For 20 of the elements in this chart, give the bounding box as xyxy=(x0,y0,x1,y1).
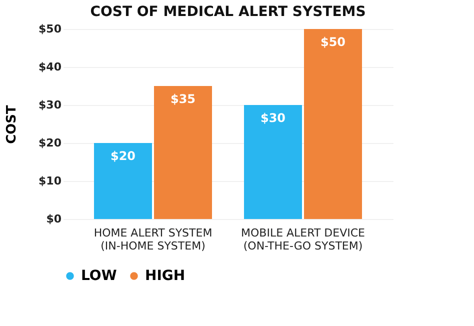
legend-label: HIGH xyxy=(145,268,186,284)
legend-label: LOW xyxy=(81,268,117,284)
chart-title: COST OF MEDICAL ALERT SYSTEMS xyxy=(90,4,366,20)
data-label: $30 xyxy=(260,111,286,125)
bar xyxy=(304,29,362,219)
bar xyxy=(94,143,152,219)
data-label: $35 xyxy=(170,92,196,106)
x-tick-label: MOBILE ALERT DEVICE (ON-THE-GO SYSTEM) xyxy=(241,226,366,252)
bar xyxy=(244,105,302,219)
y-tick-label: $20 xyxy=(38,136,62,150)
y-axis-title: COST xyxy=(4,104,20,144)
y-tick-label: $10 xyxy=(38,174,62,188)
y-tick-label: $40 xyxy=(38,60,62,74)
data-label: $50 xyxy=(320,35,346,49)
y-tick-label: $0 xyxy=(46,212,62,226)
y-tick-label: $50 xyxy=(38,22,62,36)
data-label: $20 xyxy=(110,149,136,163)
x-tick-label: HOME ALERT SYSTEM (IN-HOME SYSTEM) xyxy=(94,226,212,252)
y-tick-label: $30 xyxy=(38,98,62,112)
bar xyxy=(154,86,212,219)
